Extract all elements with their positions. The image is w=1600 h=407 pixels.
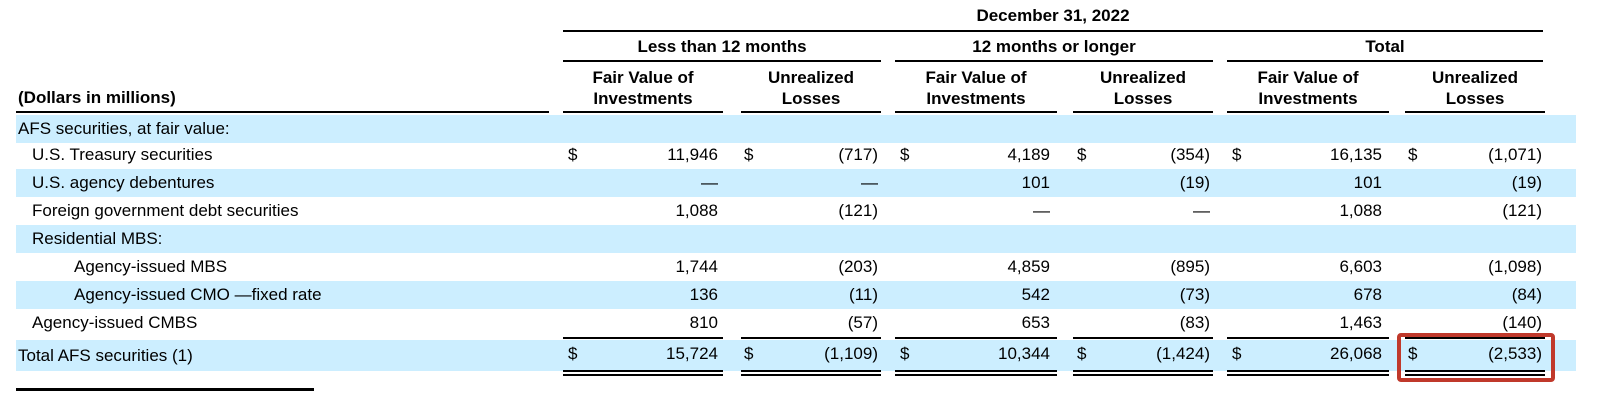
- table-cell: 1,744: [675, 257, 718, 276]
- currency-symbol: $: [568, 344, 578, 363]
- currency-symbol: $: [1077, 145, 1087, 164]
- table-cell: —: [701, 173, 718, 192]
- table-cell: 1,088: [675, 201, 718, 220]
- table-cell: —: [861, 173, 878, 192]
- col-header-6: Unrealized Losses: [1432, 68, 1518, 108]
- table-cell: (11): [849, 285, 878, 304]
- table-cell: 101: [1021, 173, 1050, 192]
- table-cell: 26,068: [1330, 344, 1382, 363]
- period-header: December 31, 2022: [976, 6, 1130, 25]
- table-cell: 542: [1021, 285, 1050, 304]
- row-label: U.S. Treasury securities: [32, 145, 213, 164]
- group-header-12-or-longer: 12 months or longer: [972, 37, 1136, 56]
- table-cell: 4,189: [1007, 145, 1050, 164]
- row-label: Residential MBS:: [32, 229, 163, 248]
- table-cell: 810: [689, 313, 718, 332]
- table-cell: (73): [1179, 285, 1210, 304]
- table-cell: 1,463: [1339, 313, 1382, 332]
- table-cell: 11,946: [667, 145, 718, 164]
- footnote-rule: [16, 388, 314, 391]
- table-cell: —: [1033, 201, 1050, 220]
- row-label: Foreign government debt securities: [32, 201, 299, 220]
- row-band: [16, 169, 1576, 197]
- col-header-3: Fair Value of Investments: [925, 68, 1027, 108]
- row-label: Agency-issued MBS: [74, 257, 228, 276]
- table-cell: (717): [838, 145, 878, 164]
- group-header-total: Total: [1365, 37, 1405, 56]
- row-band: [16, 340, 1576, 371]
- table-cell: (140): [1502, 313, 1542, 332]
- col-header-5: Fair Value of Investments: [1257, 68, 1359, 108]
- currency-symbol: $: [744, 344, 754, 363]
- table-cell: (1,071): [1488, 145, 1542, 164]
- table-cell: 15,724: [666, 344, 718, 363]
- table-cell: (2,533): [1488, 344, 1542, 363]
- table-cell: (19): [1511, 173, 1542, 192]
- col-header-2: Unrealized Losses: [768, 68, 854, 108]
- table-cell: (57): [847, 313, 878, 332]
- row-label: AFS securities, at fair value:: [18, 119, 230, 138]
- currency-symbol: $: [744, 145, 754, 164]
- table-cell: 653: [1021, 313, 1050, 332]
- table-cell: (1,109): [824, 344, 878, 363]
- col-header-4: Unrealized Losses: [1100, 68, 1186, 108]
- currency-symbol: $: [1232, 344, 1242, 363]
- currency-symbol: $: [1232, 145, 1242, 164]
- col-header-1: Fair Value of Investments: [592, 68, 694, 108]
- table-cell: 10,344: [998, 344, 1050, 363]
- currency-symbol: $: [568, 145, 578, 164]
- table-cell: (83): [1179, 313, 1210, 332]
- table-cell: 101: [1353, 173, 1382, 192]
- row-band: [16, 115, 1576, 143]
- table-cell: (121): [838, 201, 878, 220]
- row-label: Total AFS securities (1): [18, 346, 193, 365]
- currency-symbol: $: [900, 145, 910, 164]
- table-cell: (203): [838, 257, 878, 276]
- highlight-box: [1397, 333, 1555, 382]
- table-cell: (19): [1179, 173, 1210, 192]
- table-cell: —: [1193, 201, 1210, 220]
- currency-symbol: $: [900, 344, 910, 363]
- table-cell: 16,135: [1330, 145, 1382, 164]
- table-cell: (84): [1511, 285, 1542, 304]
- table-cell: 6,603: [1339, 257, 1382, 276]
- row-label: Agency-issued CMO —fixed rate: [74, 285, 322, 304]
- table-cell: (354): [1170, 145, 1210, 164]
- table-cell: 136: [689, 285, 718, 304]
- row-band: [16, 281, 1576, 309]
- table-cell: 1,088: [1339, 201, 1382, 220]
- group-header-less-12: Less than 12 months: [637, 37, 807, 56]
- table-cell: (1,424): [1156, 344, 1210, 363]
- table-cell: 4,859: [1007, 257, 1050, 276]
- table-cell: (1,098): [1488, 257, 1542, 276]
- row-band: [16, 225, 1576, 253]
- table-cell: (121): [1502, 201, 1542, 220]
- currency-symbol: $: [1077, 344, 1087, 363]
- row-label: Agency-issued CMBS: [32, 313, 198, 332]
- stub-header: (Dollars in millions): [18, 88, 176, 107]
- table-cell: 678: [1353, 285, 1382, 304]
- currency-symbol: $: [1408, 344, 1418, 363]
- row-label: U.S. agency debentures: [32, 173, 215, 192]
- currency-symbol: $: [1408, 145, 1418, 164]
- table-cell: (895): [1170, 257, 1210, 276]
